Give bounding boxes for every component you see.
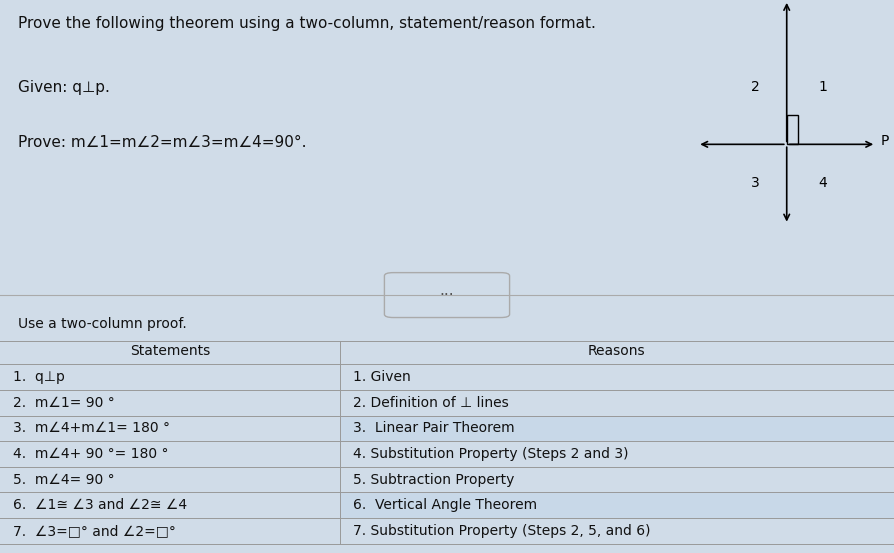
- Text: 2: 2: [751, 80, 760, 93]
- Text: 5.  m∠4= 90 °: 5. m∠4= 90 °: [13, 473, 115, 487]
- Text: Statements: Statements: [130, 344, 210, 358]
- Text: 3: 3: [751, 176, 760, 190]
- Bar: [340, 492, 894, 518]
- Text: 1. Given: 1. Given: [353, 370, 411, 384]
- Text: 4.  m∠4+ 90 °= 180 °: 4. m∠4+ 90 °= 180 °: [13, 447, 169, 461]
- Text: Prove: m∠1=m∠2=m∠3=m∠4=90°.: Prove: m∠1=m∠2=m∠3=m∠4=90°.: [18, 135, 307, 150]
- Text: P: P: [881, 134, 889, 148]
- Text: 5. Subtraction Property: 5. Subtraction Property: [353, 473, 515, 487]
- Text: 2.  m∠1= 90 °: 2. m∠1= 90 °: [13, 396, 115, 410]
- Text: 1: 1: [818, 80, 827, 93]
- Text: Given: q⊥p.: Given: q⊥p.: [18, 80, 110, 95]
- Text: 6.  Vertical Angle Theorem: 6. Vertical Angle Theorem: [353, 498, 537, 512]
- Text: 4: 4: [818, 176, 827, 190]
- Text: 4. Substitution Property (Steps 2 and 3): 4. Substitution Property (Steps 2 and 3): [353, 447, 628, 461]
- FancyBboxPatch shape: [384, 273, 510, 317]
- Text: 3.  Linear Pair Theorem: 3. Linear Pair Theorem: [353, 421, 515, 435]
- Text: 2. Definition of ⊥ lines: 2. Definition of ⊥ lines: [353, 396, 509, 410]
- Text: 7.  ∠3=□° and ∠2=□°: 7. ∠3=□° and ∠2=□°: [13, 524, 176, 538]
- Bar: [340, 416, 894, 441]
- Text: 1.  q⊥p: 1. q⊥p: [13, 370, 65, 384]
- Text: Reasons: Reasons: [588, 344, 645, 358]
- Text: Prove the following theorem using a two-column, statement/reason format.: Prove the following theorem using a two-…: [18, 16, 595, 31]
- Bar: [787, 116, 798, 144]
- Text: Use a two-column proof.: Use a two-column proof.: [18, 317, 187, 331]
- Text: 6.  ∠1≅ ∠3 and ∠2≅ ∠4: 6. ∠1≅ ∠3 and ∠2≅ ∠4: [13, 498, 188, 512]
- Text: 7. Substitution Property (Steps 2, 5, and 6): 7. Substitution Property (Steps 2, 5, an…: [353, 524, 651, 538]
- Text: 3.  m∠4+m∠1= 180 °: 3. m∠4+m∠1= 180 °: [13, 421, 171, 435]
- Text: ···: ···: [440, 288, 454, 302]
